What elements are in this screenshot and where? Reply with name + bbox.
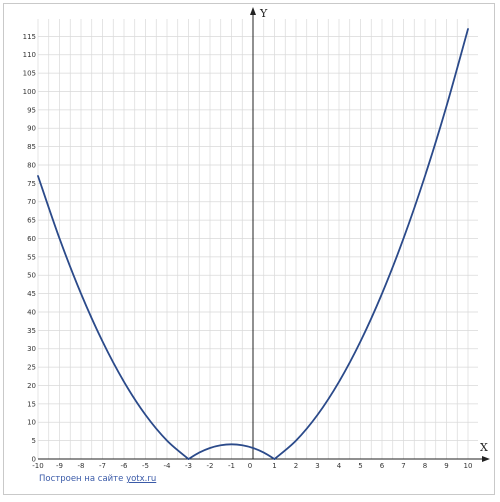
y-tick-label: 100 [23,88,36,96]
y-tick-label: 45 [27,290,36,298]
x-tick-label: -6 [121,462,129,470]
x-tick-label: -3 [185,462,192,470]
data-point [123,381,125,383]
x-tick-label: 2 [294,462,298,470]
data-point [381,293,383,295]
y-tick-label: 40 [27,308,36,316]
y-tick-label: 30 [27,345,36,353]
y-tick-label: 55 [27,253,36,261]
y-tick-label: 115 [23,33,36,41]
data-point [338,381,340,383]
x-tick-label: 4 [337,462,342,470]
data-point [252,447,254,449]
y-tick-label: 95 [27,106,36,114]
data-point [403,237,405,239]
data-point [360,340,362,342]
x-tick-label: -9 [56,462,63,470]
y-tick-label: 50 [27,272,36,280]
y-tick-label: 20 [27,382,36,390]
data-point [220,444,222,446]
data-point [102,340,104,342]
x-tick-label: 9 [444,462,448,470]
y-tick-label: 35 [27,327,36,335]
y-tick-label: 75 [27,180,36,188]
y-tick-label: 5 [32,437,36,445]
data-point [424,175,426,177]
grid [37,19,478,460]
data-point [467,28,469,30]
function-curve [37,175,190,460]
x-tick-label: -1 [228,462,235,470]
data-point [145,414,147,416]
data-point [80,293,82,295]
axes: X Y [38,7,490,462]
y-tick-label: 15 [27,400,36,408]
chart-frame [3,3,495,495]
x-tick-label: 8 [423,462,427,470]
x-tick-label: -8 [78,462,85,470]
y-tick-label: 90 [27,125,36,133]
credit-link[interactable]: yotx.ru [126,474,157,484]
y-axis-arrow-icon [250,7,256,15]
y-tick-label: 110 [23,51,36,59]
credit-line: Построен на сайте yotx.ru [39,474,156,484]
y-tick-label: 80 [27,161,36,169]
x-axis-label: X [480,441,488,454]
x-tick-label: -10 [32,462,43,470]
data-point [198,452,200,454]
curve-layer [37,28,469,460]
data-point [231,443,233,445]
function-curve [187,443,276,460]
data-point [37,175,39,177]
x-tick-label: 3 [315,462,319,470]
x-tick-label: -4 [164,462,172,470]
x-axis-arrow-icon [482,456,490,462]
data-point [209,447,211,449]
x-tick-label: -5 [142,462,149,470]
x-tick-label: -7 [99,462,106,470]
function-curve [273,28,469,460]
data-point [446,105,448,107]
y-tick-label: 85 [27,143,36,151]
x-tick-label: 1 [272,462,276,470]
data-point [166,440,168,442]
data-point [59,237,61,239]
data-point [317,414,319,416]
y-tick-label: 70 [27,198,36,206]
y-tick-label: 60 [27,235,36,243]
x-tick-label: -2 [207,462,214,470]
data-point [241,444,243,446]
credit-prefix: Построен на сайте [39,474,124,484]
data-point [295,440,297,442]
y-tick-label: 0 [32,456,36,464]
data-point [274,458,276,460]
x-tick-label: 0 [248,462,252,470]
y-tick-label: 65 [27,217,36,225]
x-tick-label: 5 [358,462,362,470]
x-tick-label: 7 [401,462,405,470]
tick-labels: 0510152025303540455055606570758085909510… [23,33,473,470]
x-tick-label: 6 [380,462,385,470]
y-tick-label: 25 [27,364,36,372]
y-tick-label: 105 [23,70,36,78]
data-point [188,458,190,460]
data-point [263,452,265,454]
y-tick-label: 10 [27,419,36,427]
y-axis-label: Y [259,7,268,20]
x-tick-label: 10 [464,462,473,470]
